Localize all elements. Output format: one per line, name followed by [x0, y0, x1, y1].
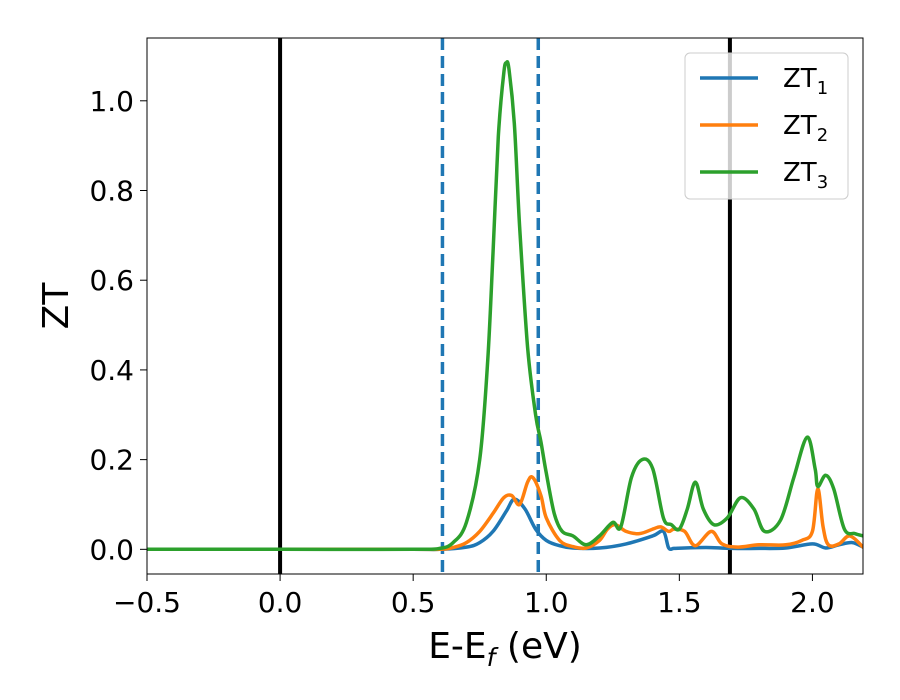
y-tick-label: 0.2: [89, 444, 134, 477]
series-line-zt3: [147, 60, 863, 552]
x-tick-label: 0.5: [391, 586, 436, 619]
legend-box: [684, 52, 849, 200]
y-tick-label: 0.8: [89, 175, 134, 208]
series-line-zt1: [147, 497, 863, 552]
legend-label-zt2: ZT2: [783, 111, 828, 146]
y-axis: 0.0 0.2 0.4 0.6 0.8 1.0: [89, 85, 147, 566]
y-tick-label: 1.0: [89, 85, 134, 118]
y-tick-label: 0.0: [89, 533, 134, 566]
y-tick-label: 0.4: [89, 354, 134, 387]
x-tick-label: 1.0: [524, 586, 569, 619]
x-tick-label: 0.0: [258, 586, 303, 619]
x-axis-title: E-Ef (eV): [428, 626, 582, 672]
y-tick-label: 0.6: [89, 264, 134, 297]
x-tick-label: −0.5: [113, 586, 181, 619]
y-axis-title: ZT: [36, 282, 77, 330]
x-axis: −0.5 0.0 0.5 1.0 1.5 2.0: [113, 574, 835, 619]
legend-label-zt1: ZT1: [783, 64, 828, 99]
plot-frame: [146, 37, 864, 575]
legend-label-zt3: ZT3: [783, 158, 828, 193]
x-tick-label: 1.5: [657, 586, 702, 619]
legend: ZT1 ZT2 ZT3: [684, 52, 849, 200]
x-tick-label: 2.0: [790, 586, 835, 619]
series-lines: [147, 60, 863, 552]
